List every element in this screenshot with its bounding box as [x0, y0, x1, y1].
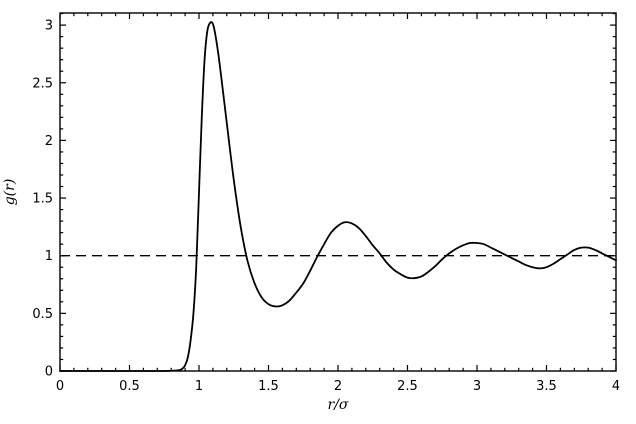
tick-labels: 0 0.5 1 1.5 2 2.5 3 3.5 4 0 0.5 1 1.5 2 2.5 3 [32, 19, 620, 394]
rdf-curve [59, 21, 617, 372]
y-tick-label: 1.5 [32, 192, 53, 207]
y-tick-label: 0.5 [32, 307, 53, 322]
x-tick-label: 1.5 [258, 379, 279, 394]
x-tick-label: 0 [56, 379, 64, 394]
x-axis-label: r/σ [328, 397, 349, 413]
y-tick-label: 0 [45, 365, 53, 380]
plot-frame [59, 12, 617, 372]
y-tick-label: 2 [45, 134, 53, 149]
x-tick-label: 2.5 [397, 379, 418, 394]
y-tick-label: 3 [45, 19, 53, 34]
y-tick-label: 1 [45, 249, 53, 264]
x-tick-label: 3 [473, 379, 481, 394]
x-tick-label: 0.5 [119, 379, 140, 394]
y-axis-label: g(r) [2, 179, 18, 206]
axis-ticks [59, 12, 617, 372]
x-tick-label: 4 [612, 379, 620, 394]
x-tick-label: 3.5 [536, 379, 557, 394]
x-tick-label: 2 [334, 379, 342, 394]
x-tick-label: 1 [195, 379, 203, 394]
y-tick-label: 2.5 [32, 76, 53, 91]
